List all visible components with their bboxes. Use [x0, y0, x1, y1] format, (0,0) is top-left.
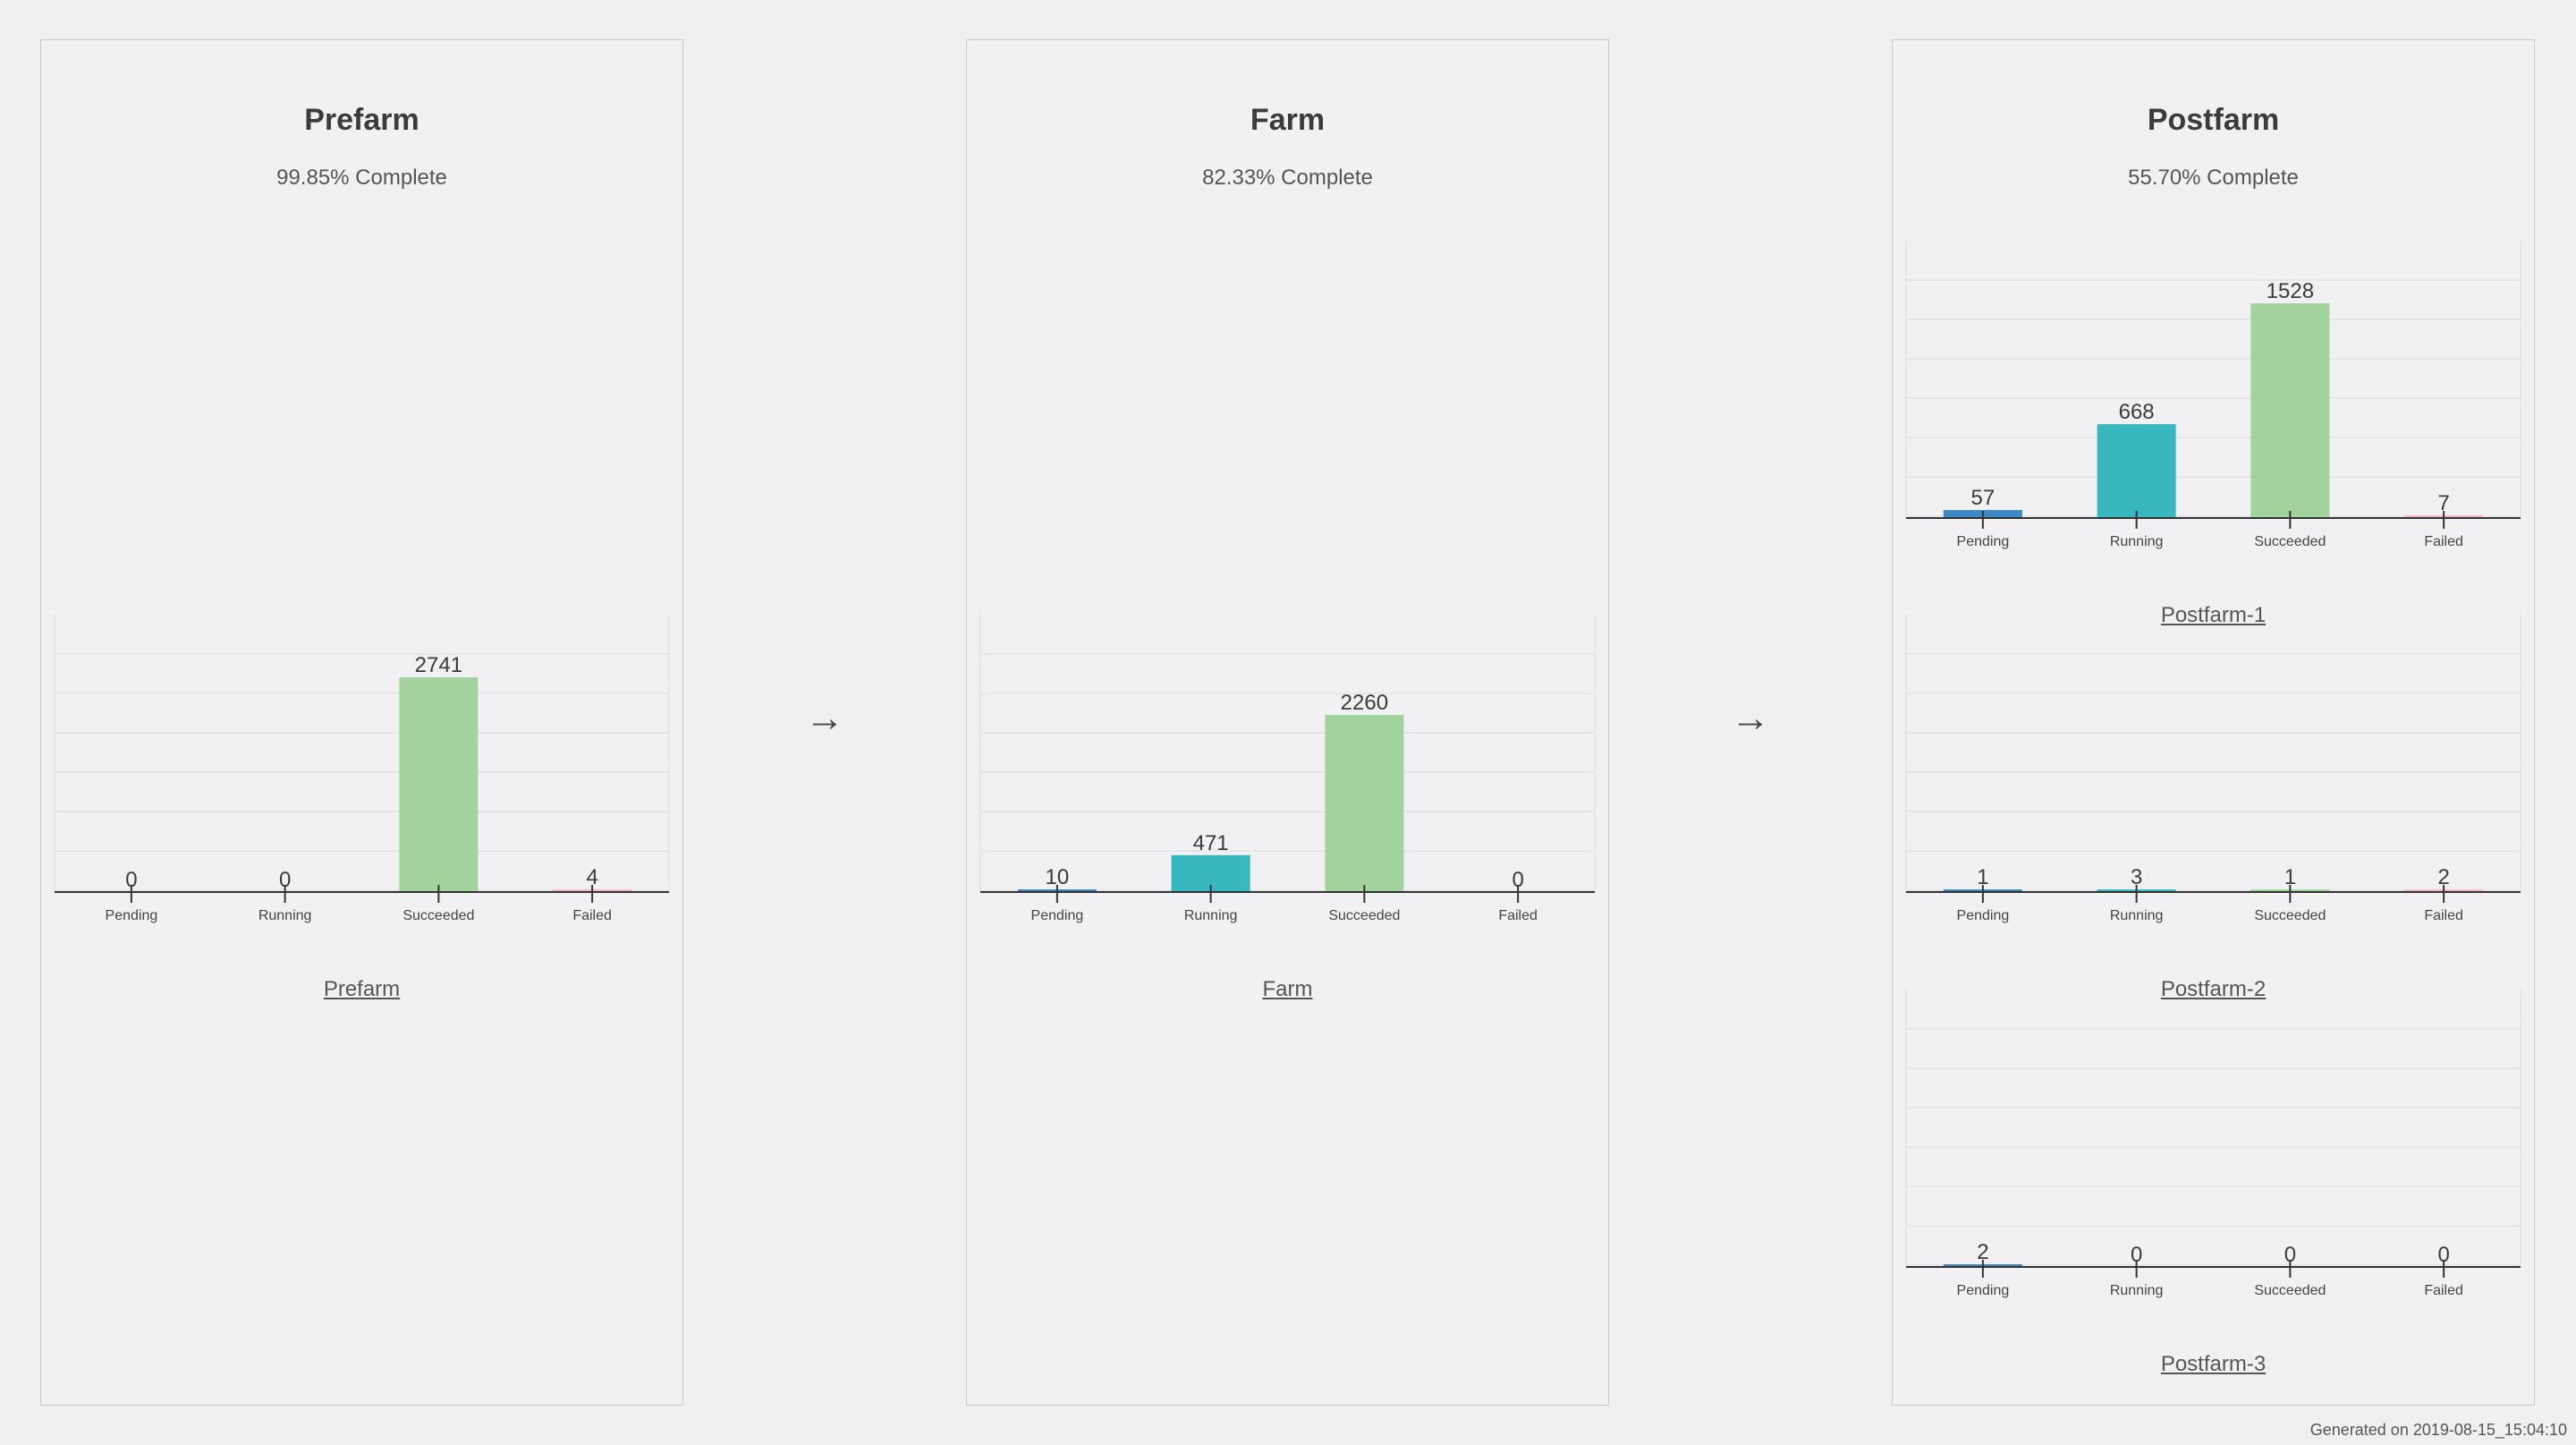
x-tick-label: Running: [2110, 1283, 2164, 1298]
x-tick-label: Failed: [2424, 1283, 2463, 1298]
bar-succeeded: [399, 677, 479, 892]
bar-value-label: 1528: [2267, 279, 2314, 303]
bar-value-label: 0: [2284, 1243, 2296, 1267]
x-tick-label: Failed: [2424, 908, 2463, 923]
bar-value-label: 471: [1193, 831, 1229, 855]
gridlines: [979, 615, 1596, 892]
stage-title: Prefarm: [304, 103, 419, 137]
x-tick-label: Succeeded: [2254, 534, 2326, 549]
arrow-right-icon: →: [805, 696, 844, 740]
bar-value-label: 0: [1512, 868, 1523, 892]
bar-value-label: 2741: [415, 653, 462, 677]
stage-progress: 55.70% Complete: [2128, 166, 2299, 190]
arrow-right-icon: →: [1731, 696, 1770, 740]
chart-link-postfarm-3[interactable]: Postfarm-3: [2160, 1352, 2267, 1376]
chart-link-farm[interactable]: Farm: [1262, 977, 1313, 1001]
x-tick-label: Succeeded: [2254, 1283, 2326, 1298]
x-tick-label: Running: [2110, 908, 2164, 923]
x-tick-label: Running: [2110, 534, 2164, 549]
x-tick-label: Pending: [1957, 908, 2010, 923]
stage-panel-farm: Farm 82.33% Complete 10 Pending 471 Running…: [966, 39, 1609, 1406]
x-tick-label: Running: [258, 908, 312, 923]
stage-panel-postfarm: Postfarm 55.70% Complete 57 Pending 668 Run…: [1892, 39, 2535, 1406]
x-tick-label: Succeeded: [1328, 908, 1400, 923]
bar-succeeded: [2250, 303, 2330, 518]
x-tick-label: Pending: [1957, 1283, 2010, 1298]
x-tick-label: Succeeded: [402, 908, 474, 923]
bar-value-label: 2: [2437, 865, 2449, 889]
x-tick-label: Succeeded: [2254, 908, 2326, 923]
stage-title: Farm: [1250, 103, 1326, 137]
x-tick-label: Failed: [2424, 534, 2463, 549]
x-tick-label: Pending: [1031, 908, 1084, 923]
bar-value-label: 1: [2284, 865, 2296, 889]
stage-progress: 99.85% Complete: [276, 166, 447, 190]
bar-chart-prefarm: 0 Pending 0 Running 2741 Succeeded 4 Failed: [54, 615, 670, 923]
bar-value-label: 668: [2119, 400, 2155, 424]
bar-value-label: 7: [2437, 491, 2449, 515]
bar-value-label: 10: [1046, 865, 1070, 889]
bar-value-label: 1: [1977, 865, 1988, 889]
stage-title: Postfarm: [2147, 103, 2280, 137]
chart-link-postfarm-2[interactable]: Postfarm-2: [2160, 977, 2267, 1001]
bar-succeeded: [1325, 715, 1404, 892]
bar-value-label: 0: [279, 868, 291, 892]
bar-value-label: 2260: [1341, 691, 1388, 715]
bar-running: [2097, 424, 2176, 518]
bar-value-label: 0: [2131, 1243, 2142, 1267]
bar-chart-farm: 10 Pending 471 Running 2260 Succeeded 0 Failed: [979, 615, 1596, 923]
bar-chart-postfarm-2: 1 Pending 3 Running 1 Succeeded 2 Failed: [1905, 615, 2521, 923]
gridlines: [1905, 241, 2521, 518]
x-tick-label: Running: [1184, 908, 1238, 923]
x-tick-label: Failed: [572, 908, 612, 923]
bar-value-label: 0: [125, 868, 137, 892]
x-tick-label: Pending: [1957, 534, 2010, 549]
bar-value-label: 0: [2437, 1243, 2449, 1267]
stage-progress: 82.33% Complete: [1202, 166, 1373, 190]
bar-chart-postfarm-3: 2 Pending 0 Running 0 Succeeded 0 Failed: [1905, 990, 2521, 1298]
chart-link-postfarm-1[interactable]: Postfarm-1: [2160, 603, 2267, 627]
x-tick-label: Failed: [1498, 908, 1538, 923]
bar-value-label: 4: [586, 865, 597, 889]
x-tick-label: Pending: [106, 908, 158, 923]
gridlines: [1905, 990, 2521, 1267]
bar-value-label: 57: [1971, 486, 1996, 510]
gridlines: [1905, 615, 2521, 892]
bar-value-label: 2: [1977, 1240, 1988, 1264]
generated-timestamp: Generated on 2019-08-15_15:04:10: [2309, 1421, 2567, 1439]
bar-value-label: 3: [2131, 865, 2142, 889]
gridlines: [54, 615, 670, 892]
bar-chart-postfarm-1: 57 Pending 668 Running 1528 Succeeded 7 Failed: [1905, 241, 2521, 549]
stage-panel-prefarm: Prefarm 99.85% Complete 0 Pending 0 Running…: [40, 39, 683, 1406]
chart-link-prefarm[interactable]: Prefarm: [323, 977, 401, 1001]
